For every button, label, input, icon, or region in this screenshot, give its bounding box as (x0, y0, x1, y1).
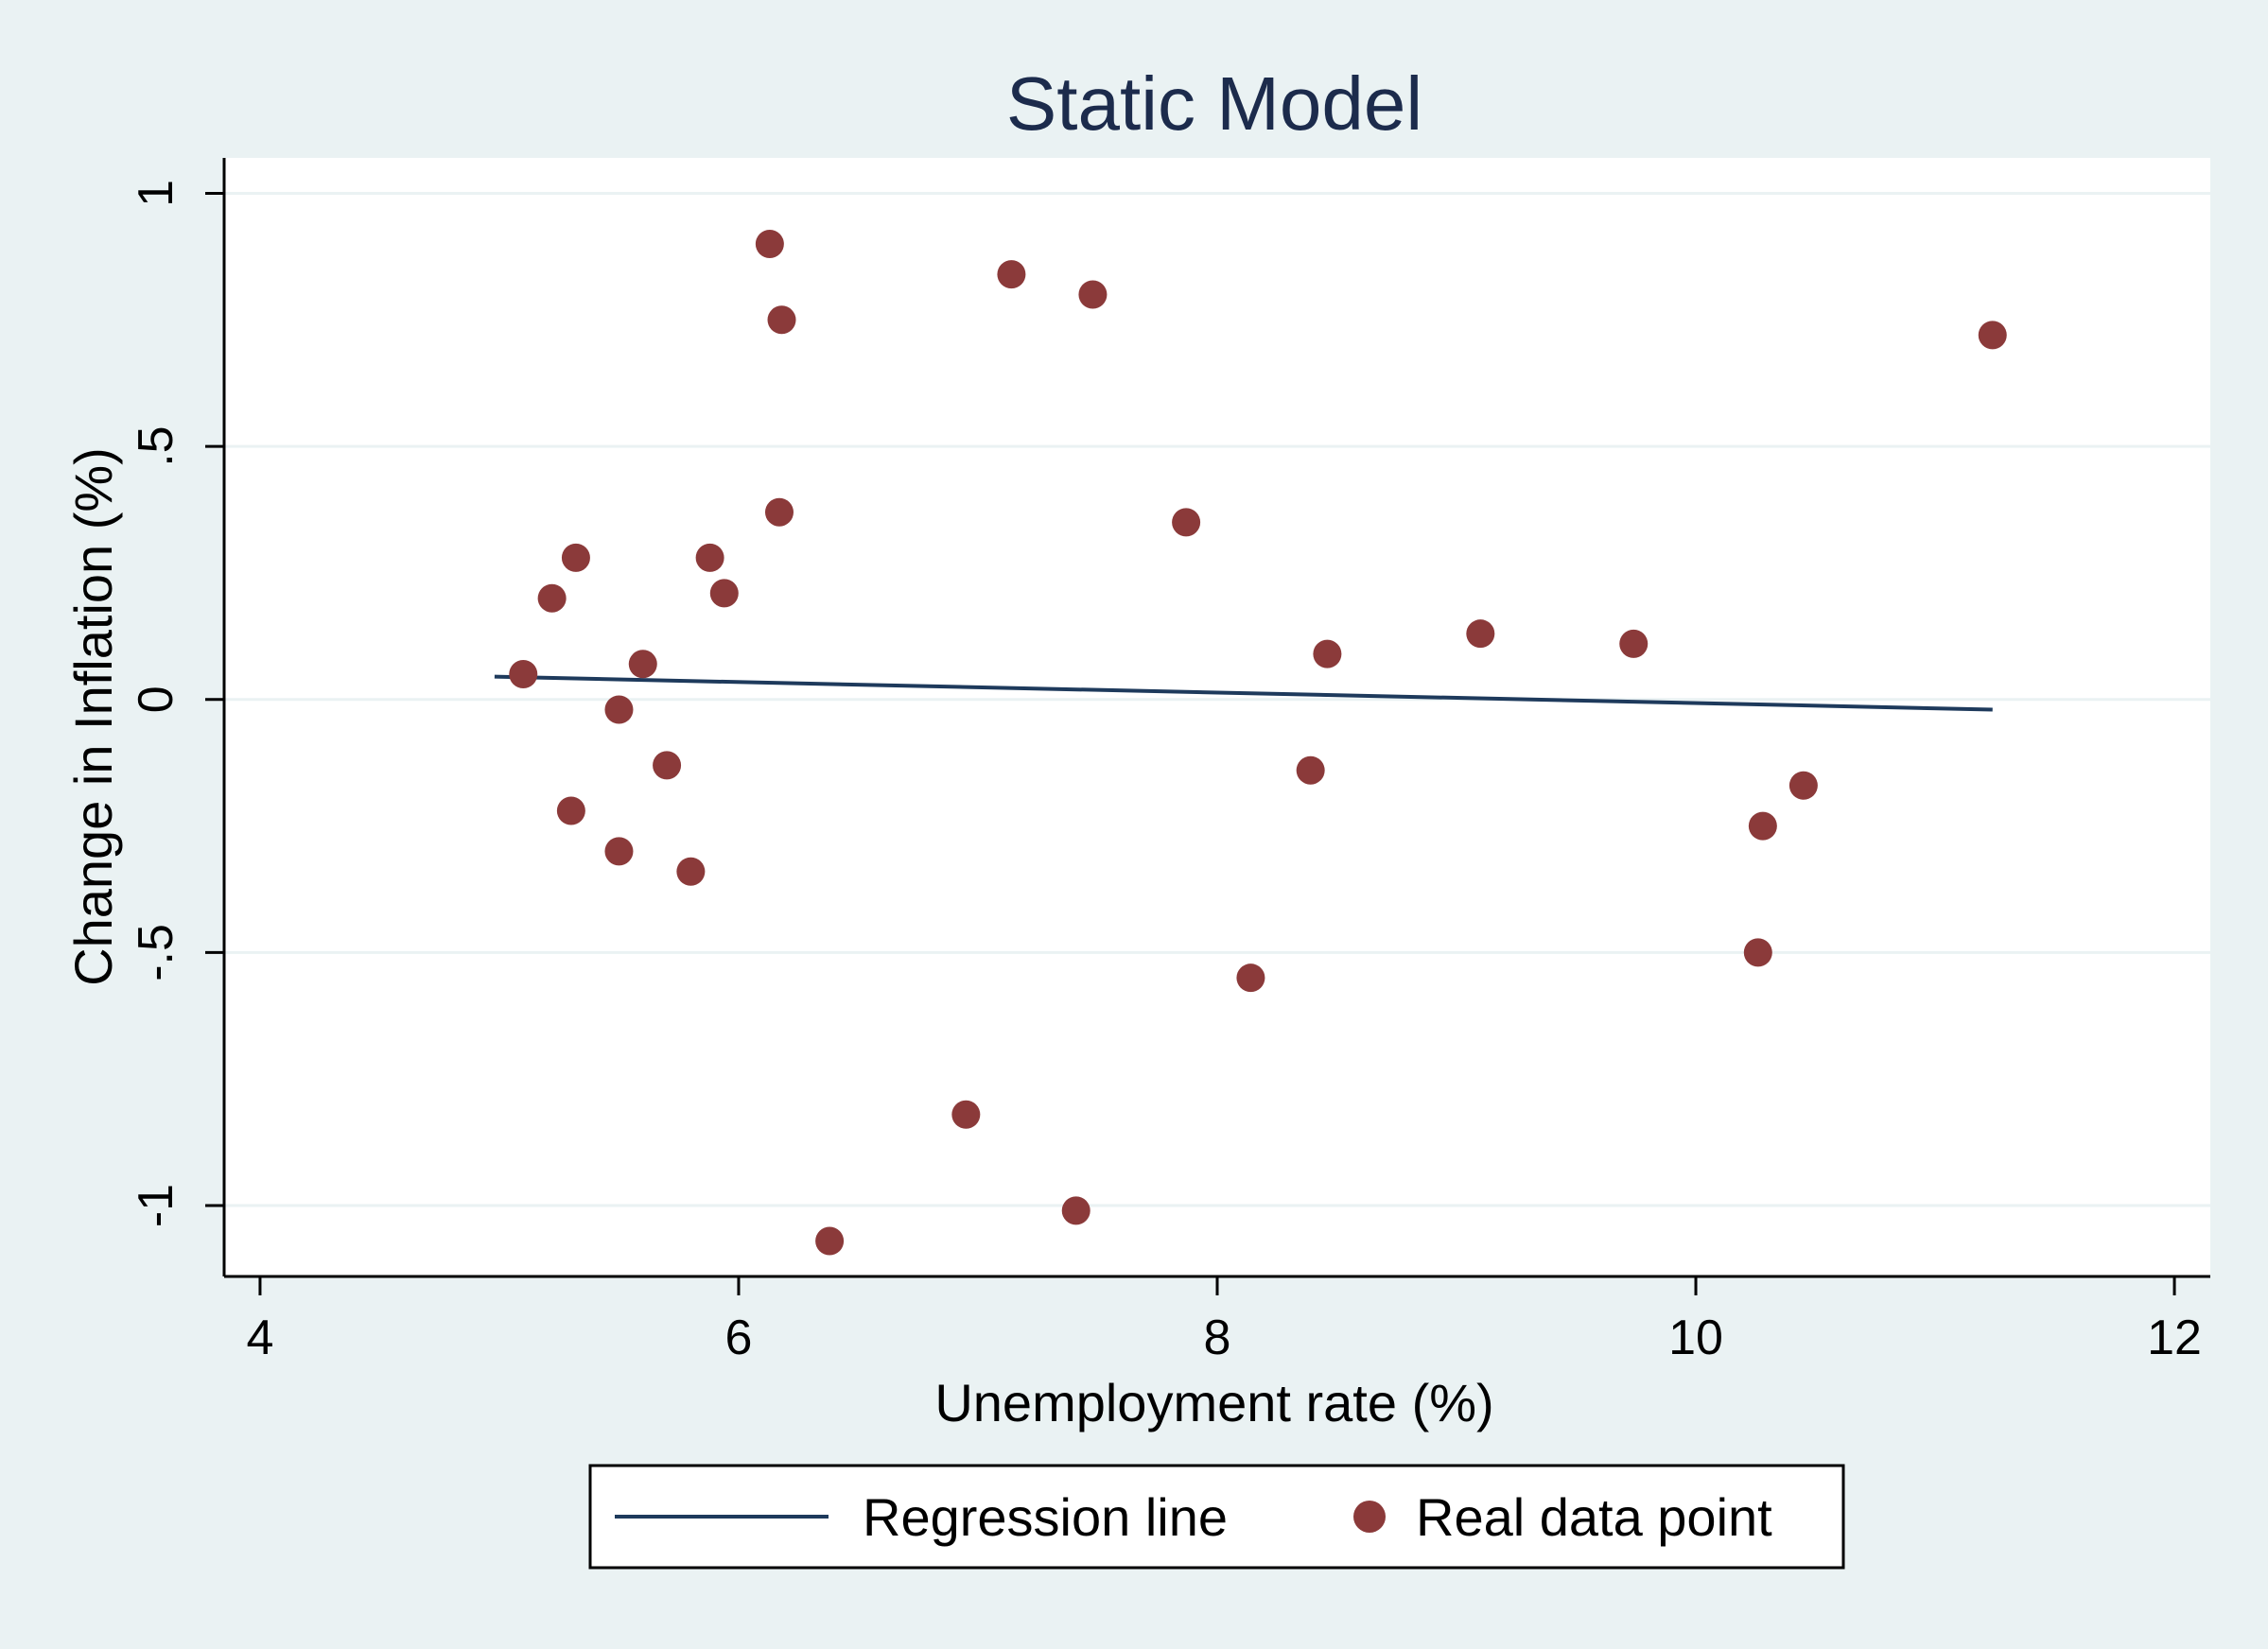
y-tick-label-1: .5 (129, 425, 183, 466)
data-point (815, 1226, 845, 1256)
chart-title: Static Model (1006, 61, 1422, 146)
regression-line (494, 674, 1993, 712)
data-point (1788, 771, 1818, 800)
y-axis-title: Change in Inflation (%) (63, 447, 123, 986)
data-point (1296, 755, 1325, 785)
legend-label-real-data-point: Real data point (1416, 1487, 1772, 1547)
data-point (951, 1100, 981, 1129)
x-tick-label-4: 12 (2147, 1311, 2202, 1365)
data-point (604, 837, 634, 866)
x-axis: 4 6 8 10 12 (224, 1275, 2210, 1365)
data-point (1466, 619, 1495, 649)
data-point (1078, 280, 1108, 309)
data-point (604, 695, 634, 724)
data-point (755, 230, 784, 258)
legend-swatch-real-data-point (1353, 1501, 1386, 1533)
data-point (1313, 639, 1342, 668)
data-point (676, 857, 706, 886)
y-tick-label-0: 1 (129, 180, 183, 207)
x-axis-title: Unemployment rate (%) (934, 1373, 1493, 1432)
data-point (1743, 938, 1772, 967)
plot-area (224, 158, 2210, 1276)
data-point (997, 260, 1026, 289)
data-point (709, 579, 739, 608)
x-tick-label-2: 8 (1204, 1311, 1231, 1365)
y-tick-label-4: -1 (129, 1184, 183, 1227)
data-point (556, 796, 585, 825)
data-point (1061, 1196, 1090, 1225)
data-point (628, 650, 657, 679)
data-point (1172, 508, 1201, 537)
x-tick-label-1: 6 (725, 1311, 753, 1365)
data-point (1748, 811, 1777, 841)
data-point (767, 305, 796, 335)
series-layer (494, 230, 2007, 1256)
data-point (509, 660, 538, 688)
x-tick-label-3: 10 (1668, 1311, 1723, 1365)
legend-label-regression-line: Regression line (863, 1487, 1228, 1547)
grid-lines (224, 191, 2210, 1207)
data-point (764, 497, 794, 527)
legend-box (588, 1464, 1845, 1570)
legend: Regression line Real data point (588, 1464, 1845, 1570)
x-tick-label-0: 4 (246, 1311, 273, 1365)
y-axis: 1 .5 0 -.5 -1 (129, 158, 226, 1276)
data-point (1619, 629, 1649, 658)
data-point (653, 751, 682, 780)
y-tick-label-3: -.5 (129, 924, 183, 981)
data-point (561, 543, 590, 572)
y-tick-label-2: 0 (129, 686, 183, 713)
data-point (537, 583, 567, 613)
data-point (1978, 321, 2007, 350)
data-point (1236, 963, 1265, 993)
data-point (695, 543, 724, 572)
